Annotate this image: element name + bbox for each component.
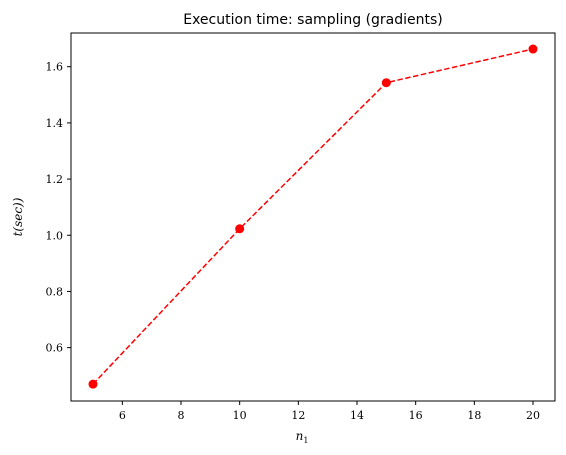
data-point [381, 78, 391, 88]
x-tick-label: 16 [409, 409, 423, 422]
plot-area [70, 32, 556, 402]
x-tick-label: 10 [233, 409, 247, 422]
y-axis-ticks: 0.6 0.8 1.0 1.2 1.4 1.6 [46, 61, 71, 355]
x-tick-label: 18 [467, 409, 481, 422]
y-tick-label: 1.6 [46, 61, 64, 74]
series-layer [88, 44, 538, 389]
data-point [235, 224, 245, 234]
y-tick-label: 1.4 [46, 117, 64, 130]
x-tick-label: 6 [119, 409, 126, 422]
x-tick-label: 14 [350, 409, 364, 422]
data-point [528, 44, 538, 54]
data-point [88, 379, 98, 389]
x-tick-label: 20 [526, 409, 540, 422]
y-tick-label: 0.6 [46, 342, 64, 355]
x-axis-label-subscript: 1 [303, 436, 308, 445]
x-tick-label: 12 [291, 409, 305, 422]
y-tick-label: 1.0 [46, 229, 64, 242]
chart-title: Execution time: sampling (gradients) [183, 12, 443, 28]
y-axis-label: t(sec)) [11, 197, 25, 236]
x-axis-ticks: 6 8 10 12 14 16 18 20 [119, 401, 540, 422]
y-tick-label: 0.8 [46, 285, 64, 298]
series-line [92, 48, 534, 385]
x-axis-label-main: n [296, 429, 304, 443]
x-tick-label: 8 [178, 409, 185, 422]
y-tick-label: 1.2 [46, 173, 64, 186]
x-axis-label: n1 [296, 429, 309, 445]
